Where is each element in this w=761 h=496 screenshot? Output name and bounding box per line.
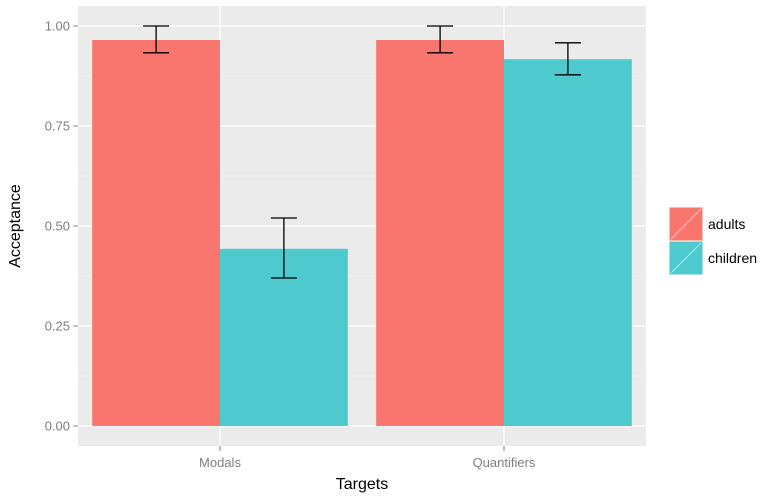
bar-adults-quantifiers bbox=[376, 40, 504, 426]
x-axis-title: Targets bbox=[336, 476, 388, 493]
x-axis-ticks: Modals Quantifiers bbox=[199, 446, 536, 470]
bars bbox=[92, 40, 632, 426]
y-tick-label: 0.75 bbox=[45, 119, 70, 134]
legend-key-slash bbox=[670, 208, 702, 240]
y-tick-label: 0.50 bbox=[45, 219, 70, 234]
y-axis-title: Acceptance bbox=[7, 184, 24, 268]
legend-label-children: children bbox=[708, 250, 757, 266]
y-tick-label: 1.00 bbox=[45, 19, 70, 34]
legend-label-adults: adults bbox=[708, 216, 745, 232]
y-tick-label: 0.25 bbox=[45, 319, 70, 334]
x-tick-label: Modals bbox=[199, 455, 241, 470]
bar-children-quantifiers bbox=[504, 59, 632, 426]
bar-adults-modals bbox=[92, 40, 220, 426]
y-tick-label: 0.00 bbox=[45, 419, 70, 434]
x-tick-label: Quantifiers bbox=[473, 455, 536, 470]
legend-key-slash bbox=[670, 242, 702, 274]
legend: adults children bbox=[668, 206, 757, 276]
y-axis-ticks: 0.00 0.25 0.50 0.75 1.00 bbox=[45, 19, 78, 434]
error-bars bbox=[143, 25, 581, 279]
